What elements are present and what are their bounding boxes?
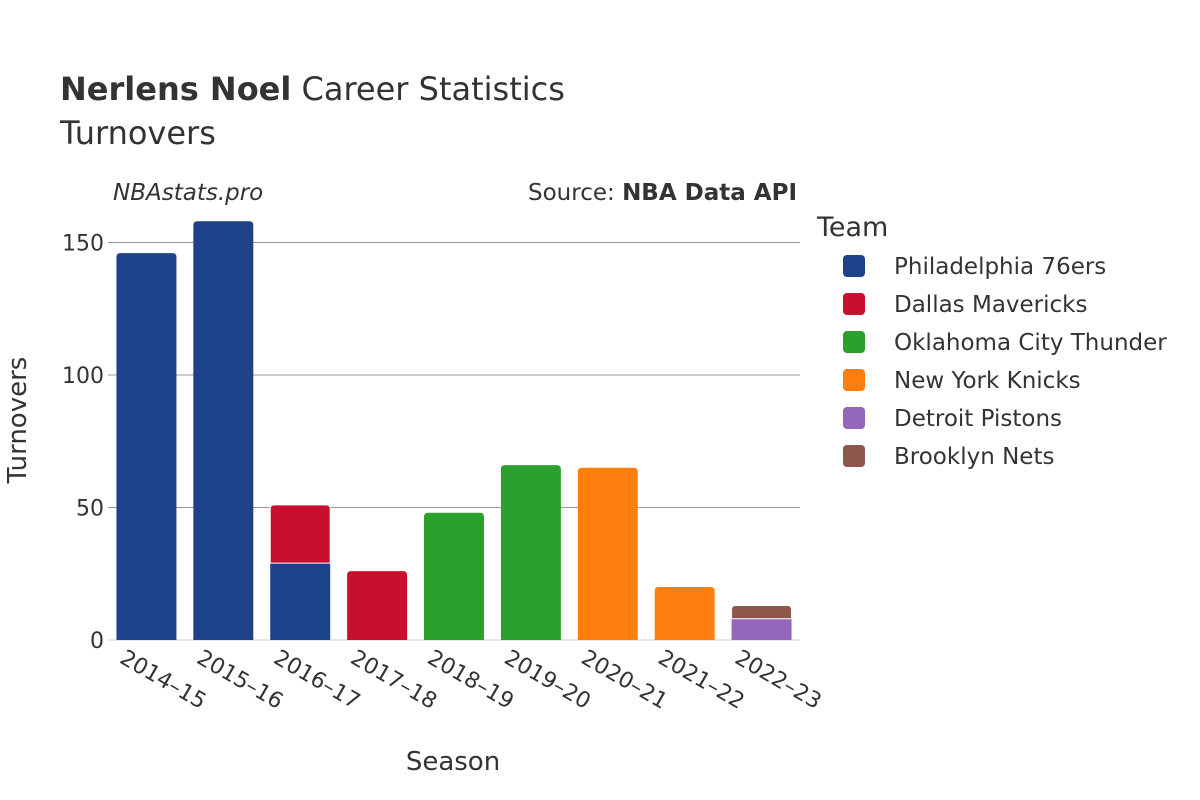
bar-segment (270, 563, 331, 640)
legend-swatch (843, 255, 865, 277)
bar-segment (347, 571, 408, 640)
bar-segment (500, 465, 561, 640)
x-tick-label: 2022–23 (731, 646, 826, 715)
x-tick-label: 2020–21 (577, 646, 672, 715)
legend-title: Team (816, 212, 888, 243)
x-axis-title: Season (406, 747, 500, 777)
title-player-name: Nerlens Noel (60, 70, 291, 108)
bar-segment (654, 587, 715, 640)
legend-item[interactable]: Brooklyn Nets (843, 444, 1054, 470)
legend-item[interactable]: Detroit Pistons (843, 406, 1062, 432)
legend-swatch (843, 293, 865, 315)
legend-label: Brooklyn Nets (894, 444, 1054, 470)
bar-segment (116, 253, 177, 640)
x-tick-label: 2017–18 (346, 646, 441, 715)
bar-segment (731, 605, 793, 620)
x-axis-ticks: 2014–152015–162016–172017–182018–192019–… (115, 646, 825, 715)
source-label: Source: NBA Data API (528, 180, 797, 206)
legend-label: New York Knicks (894, 368, 1081, 394)
legend-label: Oklahoma City Thunder (894, 330, 1167, 356)
legend-item[interactable]: Dallas Mavericks (843, 292, 1087, 318)
x-tick-label: 2021–22 (654, 646, 749, 715)
title-suffix: Career Statistics (302, 70, 565, 108)
legend-label: Dallas Mavericks (894, 292, 1087, 318)
legend-swatch (843, 331, 865, 353)
x-tick-label: 2014–15 (115, 646, 210, 715)
bar-segment (269, 504, 331, 564)
source-prefix: Source: (528, 180, 622, 206)
chart-subtitle: Turnovers (59, 114, 216, 152)
x-tick-label: 2015–16 (192, 646, 287, 715)
legend-item[interactable]: Oklahoma City Thunder (843, 330, 1167, 356)
y-tick-label: 100 (62, 364, 104, 389)
legend-item[interactable]: Philadelphia 76ers (843, 254, 1106, 280)
legend-label: Philadelphia 76ers (894, 254, 1106, 280)
legend-swatch (843, 407, 865, 429)
y-tick-label: 0 (90, 629, 104, 654)
y-axis-title: Turnovers (3, 357, 33, 485)
x-tick-label: 2018–19 (423, 646, 518, 715)
bar-segment (424, 512, 484, 640)
x-tick-label: 2019–20 (500, 646, 595, 715)
legend-swatch (843, 369, 865, 391)
y-axis-ticks: 0 50 100 150 (62, 232, 104, 655)
legend-item[interactable]: New York Knicks (843, 368, 1081, 394)
x-tick-label: 2016–17 (269, 646, 364, 715)
legend: Philadelphia 76ers Dallas Mavericks Oklaho… (843, 254, 1167, 470)
watermark: NBAstats.pro (113, 180, 263, 206)
legend-swatch (843, 445, 865, 467)
source-name: NBA Data API (622, 180, 797, 206)
bar-segment (731, 618, 792, 640)
bars (116, 221, 793, 641)
legend-label: Detroit Pistons (894, 406, 1062, 432)
y-tick-label: 150 (62, 232, 104, 257)
title-rest (291, 70, 301, 108)
y-tick-label: 50 (76, 497, 104, 522)
chart-title: Nerlens Noel Career Statistics (60, 70, 565, 108)
bar-segment (193, 221, 254, 641)
bar-segment (577, 467, 638, 640)
